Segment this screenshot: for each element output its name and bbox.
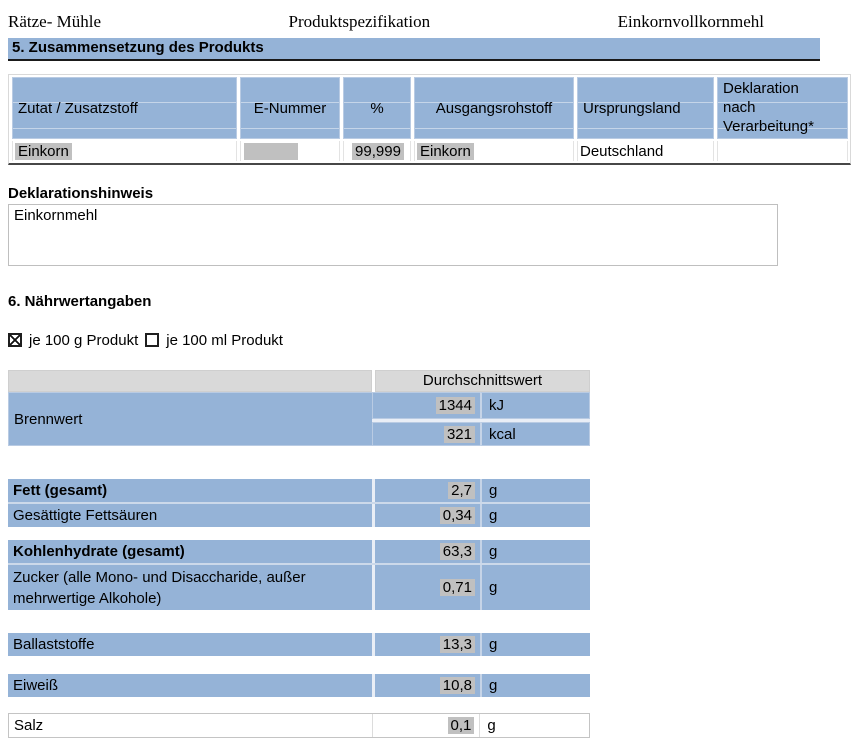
row-ballaststoffe: Ballaststoffe 13,3 g: [8, 633, 590, 656]
e-nummer-field[interactable]: [244, 142, 298, 160]
col-header-ursprungsland: Ursprungsland: [577, 77, 714, 139]
cell-ausgangsrohstoff: Einkorn: [414, 141, 574, 161]
header-product-name: Einkornvollkornmehl: [617, 12, 764, 31]
row-kohlenhydrate: Kohlenhydrate (gesamt) 63,3 g: [8, 540, 590, 563]
row-salz: Salz 0,1 g: [8, 713, 590, 738]
header-company: Rätze- Mühle: [8, 12, 101, 31]
fettsaeuren-label: Gesättigte Fettsäuren: [13, 507, 158, 524]
composition-table: Zutat / Zusatzstoff E-Nummer % Ausgangsr…: [8, 74, 851, 165]
brennwert-kj-unit: kJ: [480, 392, 590, 419]
brennwert-label: Brennwert: [8, 392, 372, 446]
fett-label: Fett (gesamt): [13, 482, 108, 499]
brennwert-kcal-row: 321 kcal: [372, 419, 590, 446]
salz-field[interactable]: 0,1: [447, 717, 475, 734]
prozent-field[interactable]: 99,999: [352, 142, 404, 160]
brennwert-kcal-field[interactable]: 321: [443, 425, 475, 443]
fettsaeuren-field[interactable]: 0,34: [439, 507, 475, 524]
row-zucker: Zucker (alle Mono- und Disaccharide, auß…: [8, 563, 590, 610]
zutat-field[interactable]: Einkorn: [15, 142, 72, 160]
composition-header-row: Zutat / Zusatzstoff E-Nummer % Ausgangsr…: [12, 77, 848, 139]
ballaststoffe-field[interactable]: 13,3: [439, 636, 475, 653]
kohlenhydrate-label: Kohlenhydrate (gesamt): [13, 543, 185, 560]
cell-prozent: 99,999: [343, 141, 411, 161]
checkbox-unchecked-icon[interactable]: [145, 333, 160, 347]
row-brennwert: Brennwert 1344 kJ 321 kcal: [8, 392, 590, 446]
section5-title-bar: 5. Zusammensetzung des Produkts: [8, 38, 820, 61]
checkbox-100g-label: je 100 g Produkt: [29, 331, 139, 349]
nutrition-table: Durchschnittswert Brennwert 1344 kJ 321 …: [8, 370, 590, 738]
fett-field[interactable]: 2,7: [448, 482, 475, 499]
nutrition-header-durchschnittswert: Durchschnittswert: [375, 370, 590, 392]
col-header-e-nummer: E-Nummer: [240, 77, 340, 139]
zucker-field[interactable]: 0,71: [439, 579, 475, 596]
unit-selection-row: je 100 g Produkt je 100 ml Produkt: [8, 331, 852, 349]
row-fettsaeuren: Gesättigte Fettsäuren 0,34 g: [8, 502, 590, 527]
brennwert-kj-field[interactable]: 1344: [435, 397, 475, 414]
eiweiss-label: Eiweiß: [13, 677, 59, 694]
nutrition-header-row: Durchschnittswert: [8, 370, 590, 392]
section5-title: 5. Zusammensetzung des Produkts: [12, 39, 264, 56]
kohlenhydrate-field[interactable]: 63,3: [439, 543, 475, 560]
ballaststoffe-label: Ballaststoffe: [13, 636, 95, 653]
cell-ursprungsland: Deutschland: [577, 141, 714, 161]
fett-unit: g: [480, 479, 590, 502]
salz-label: Salz: [14, 717, 44, 734]
checkbox-100ml-label: je 100 ml Produkt: [166, 331, 283, 349]
cell-e-nummer: [240, 141, 340, 161]
deklarationshinweis-value: Einkornmehl: [14, 207, 98, 224]
brennwert-kj-row: 1344 kJ: [372, 392, 590, 419]
document-header: Rätze- Mühle Produktspezifikation Einkor…: [8, 12, 852, 34]
ballaststoffe-unit: g: [480, 633, 590, 656]
cell-zutat: Einkorn: [12, 141, 237, 161]
salz-unit: g: [479, 714, 589, 737]
header-doc-type: Produktspezifikation: [288, 12, 431, 31]
nutrition-header-empty: [8, 370, 372, 392]
col-header-ausgangsrohstoff: Ausgangsrohstoff: [414, 77, 574, 139]
row-eiweiss: Eiweiß 10,8 g: [8, 674, 590, 697]
col-header-zutat: Zutat / Zusatzstoff: [12, 77, 237, 139]
zucker-unit: g: [480, 565, 590, 610]
table-row: Einkorn 99,999 Einkorn Deutschland: [12, 141, 848, 161]
brennwert-kcal-unit: kcal: [480, 422, 590, 446]
kohlenhydrate-group: Kohlenhydrate (gesamt) 63,3 g Zucker (al…: [8, 540, 590, 610]
zucker-label: Zucker (alle Mono- und Disaccharide, auß…: [13, 568, 306, 607]
eiweiss-unit: g: [480, 674, 590, 697]
fettsaeuren-unit: g: [480, 504, 590, 527]
cell-deklaration: [717, 141, 848, 161]
ausgangsrohstoff-field[interactable]: Einkorn: [417, 142, 474, 160]
deklarationshinweis-label: Deklarationshinweis: [8, 185, 154, 202]
deklarationshinweis-box[interactable]: Einkornmehl: [8, 204, 778, 266]
eiweiss-field[interactable]: 10,8: [439, 677, 475, 694]
checkbox-checked-icon[interactable]: [8, 333, 22, 347]
kohlenhydrate-unit: g: [480, 540, 590, 563]
row-fett: Fett (gesamt) 2,7 g: [8, 479, 590, 502]
col-header-prozent: %: [343, 77, 411, 139]
col-header-deklaration: Deklaration nach Verarbeitung*: [717, 77, 848, 139]
section6-title: 6. Nährwertangaben: [8, 293, 152, 310]
fett-group: Fett (gesamt) 2,7 g Gesättigte Fettsäure…: [8, 479, 590, 527]
